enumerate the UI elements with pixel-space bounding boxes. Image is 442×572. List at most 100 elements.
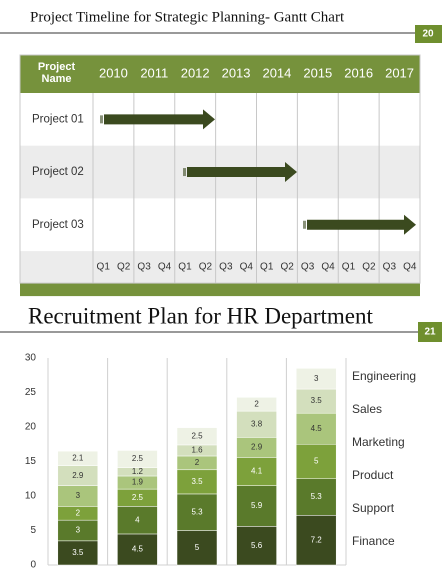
y-tick-label: 20 — [25, 422, 37, 433]
quarter-label: Q3 — [383, 262, 397, 273]
y-tick-label: 5 — [30, 525, 36, 536]
legend-label: Sales — [352, 402, 382, 416]
value-label: 7.2 — [311, 535, 323, 544]
quarter-label: Q4 — [240, 262, 254, 273]
bar-segment — [117, 533, 158, 566]
value-label: 5.3 — [191, 507, 203, 516]
value-label: 1.2 — [132, 467, 144, 476]
year-label: 2011 — [140, 65, 168, 80]
timeline-arrow — [104, 109, 215, 130]
quarter-label: Q1 — [97, 262, 111, 273]
value-label: 5 — [195, 543, 200, 552]
timeline-arrow — [307, 214, 416, 235]
value-label: 5.3 — [311, 492, 323, 501]
quarter-label: Q3 — [301, 262, 315, 273]
value-label: 2.5 — [132, 493, 144, 502]
value-label: 3 — [314, 374, 319, 383]
value-label: 4.1 — [251, 467, 263, 476]
value-label: 5.6 — [251, 541, 263, 550]
value-label: 5.9 — [251, 501, 263, 510]
year-label: 2013 — [222, 65, 251, 80]
value-label: 3 — [76, 526, 81, 535]
quarter-label: Q2 — [362, 262, 376, 273]
value-label: 2 — [76, 508, 81, 517]
chart-title: Recruitment Plan for HR Department — [28, 303, 374, 328]
quarter-label: Q1 — [260, 262, 274, 273]
header-name-line: Name — [42, 73, 72, 85]
value-label: 2 — [254, 399, 259, 408]
quarter-label: Q3 — [137, 262, 151, 273]
row-bg — [20, 93, 420, 146]
value-label: 3.5 — [191, 477, 203, 486]
quarter-label: Q2 — [280, 262, 294, 273]
value-label: 2.9 — [72, 471, 84, 480]
row-label: Project 02 — [32, 166, 84, 178]
legend-label: Product — [352, 468, 394, 482]
quarter-label: Q1 — [178, 262, 192, 273]
value-label: 1.6 — [191, 446, 203, 455]
value-label: 3.8 — [251, 419, 263, 428]
value-label: 4.5 — [311, 424, 323, 433]
header-row — [20, 55, 420, 93]
value-label: 2.5 — [132, 454, 144, 463]
header-name-line: Project — [38, 61, 76, 73]
quarter-label: Q2 — [117, 262, 131, 273]
bar-segment — [117, 450, 158, 468]
value-label: 3 — [76, 491, 81, 500]
row-label: Project 03 — [32, 219, 84, 231]
bar-segment — [236, 457, 277, 486]
bar-segment — [236, 410, 277, 438]
timeline-arrow — [187, 162, 297, 183]
arrow-tail — [100, 115, 103, 124]
quarter-label: Q2 — [199, 262, 213, 273]
value-label: 2.9 — [251, 442, 263, 451]
quarter-label: Q4 — [158, 262, 172, 273]
bar-segment — [295, 515, 337, 566]
quarter-label: Q3 — [219, 262, 233, 273]
y-tick-label: 15 — [25, 456, 37, 467]
value-label: 5 — [314, 457, 319, 466]
bar-segment — [57, 450, 99, 466]
bar-segment — [117, 506, 158, 535]
page-badge — [415, 25, 442, 43]
y-tick-label: 0 — [30, 560, 36, 571]
page-badge — [418, 322, 442, 342]
year-label: 2016 — [344, 65, 373, 80]
year-label: 2015 — [303, 65, 332, 80]
gantt-title: Project Timeline for Strategic Planning-… — [30, 9, 345, 25]
gantt-table: Project Name 2010 2011 2012 2013 2014 2015 2016 2… — [19, 54, 421, 297]
value-label: 3.5 — [72, 548, 84, 557]
arrow-tail — [183, 168, 186, 177]
year-label: 2012 — [181, 65, 210, 80]
bar-segment — [295, 412, 337, 445]
value-label: 3.5 — [311, 396, 323, 405]
page-number: 20 — [422, 29, 434, 40]
bar-segment — [236, 485, 277, 527]
header-name: Project Name — [38, 61, 76, 85]
legend-label: Engineering — [352, 369, 416, 383]
y-tick-label: 25 — [25, 387, 37, 398]
legend-label: Marketing — [352, 435, 405, 449]
bar-segment — [236, 526, 277, 566]
year-label: 2014 — [262, 65, 291, 80]
y-tick-label: 10 — [25, 491, 37, 502]
year-label: 2017 — [385, 65, 414, 80]
value-label: 4 — [135, 515, 140, 524]
bar-segment — [176, 493, 218, 531]
bar-segment — [236, 397, 277, 412]
y-tick-label: 30 — [25, 353, 37, 364]
value-label: 4.5 — [132, 545, 144, 554]
bar-segment — [176, 427, 218, 446]
table-border — [19, 54, 421, 284]
quarter-label: Q4 — [321, 262, 335, 273]
legend-label: Finance — [352, 534, 395, 548]
bar-segment — [176, 469, 218, 495]
value-label: 2.5 — [191, 431, 203, 440]
value-label: 2 — [195, 458, 200, 467]
page-number: 21 — [424, 327, 436, 338]
value-label: 1.9 — [132, 478, 144, 487]
quarter-label: Q1 — [342, 262, 356, 273]
bar-segment — [295, 444, 337, 479]
